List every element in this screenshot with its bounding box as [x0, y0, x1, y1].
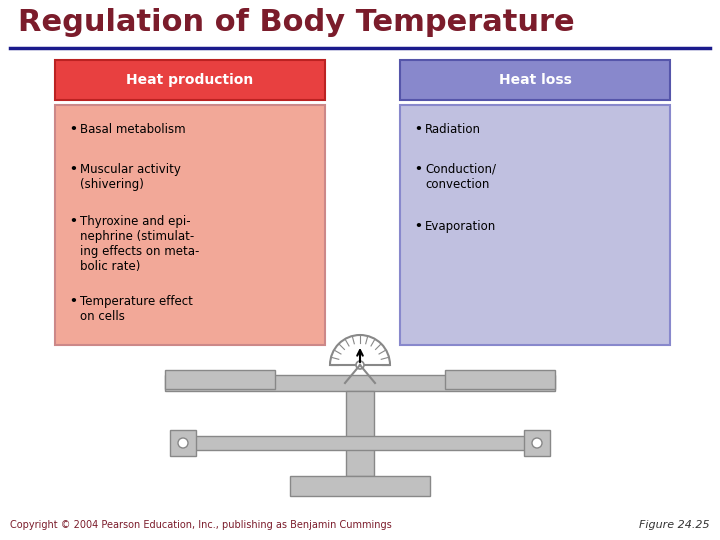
FancyBboxPatch shape: [445, 370, 555, 389]
Text: •: •: [414, 123, 422, 136]
FancyBboxPatch shape: [165, 370, 275, 389]
Wedge shape: [330, 335, 390, 365]
FancyBboxPatch shape: [180, 436, 540, 450]
FancyBboxPatch shape: [400, 105, 670, 345]
FancyBboxPatch shape: [165, 375, 555, 391]
Circle shape: [532, 438, 542, 448]
FancyBboxPatch shape: [55, 105, 325, 345]
Text: •: •: [69, 123, 77, 136]
FancyBboxPatch shape: [400, 60, 670, 100]
Circle shape: [178, 438, 188, 448]
Text: Muscular activity
(shivering): Muscular activity (shivering): [80, 163, 181, 191]
Text: •: •: [69, 215, 77, 228]
FancyBboxPatch shape: [55, 60, 325, 100]
FancyBboxPatch shape: [290, 476, 430, 496]
Text: Figure 24.25: Figure 24.25: [639, 520, 710, 530]
FancyBboxPatch shape: [346, 391, 374, 476]
Text: Heat loss: Heat loss: [498, 73, 572, 87]
FancyBboxPatch shape: [524, 430, 550, 456]
Text: Regulation of Body Temperature: Regulation of Body Temperature: [18, 8, 575, 37]
Text: Radiation: Radiation: [425, 123, 481, 136]
FancyBboxPatch shape: [170, 430, 196, 456]
Text: Basal metabolism: Basal metabolism: [80, 123, 186, 136]
Text: •: •: [414, 220, 422, 233]
Text: Thyroxine and epi-
nephrine (stimulat-
ing effects on meta-
bolic rate): Thyroxine and epi- nephrine (stimulat- i…: [80, 215, 199, 273]
Text: Temperature effect
on cells: Temperature effect on cells: [80, 295, 193, 323]
Text: •: •: [69, 295, 77, 308]
Text: •: •: [414, 163, 422, 176]
Text: Evaporation: Evaporation: [425, 220, 496, 233]
Text: •: •: [69, 163, 77, 176]
Circle shape: [356, 361, 364, 369]
Text: Conduction/
convection: Conduction/ convection: [425, 163, 496, 191]
Text: Copyright © 2004 Pearson Education, Inc., publishing as Benjamin Cummings: Copyright © 2004 Pearson Education, Inc.…: [10, 520, 392, 530]
Text: Heat production: Heat production: [127, 73, 253, 87]
